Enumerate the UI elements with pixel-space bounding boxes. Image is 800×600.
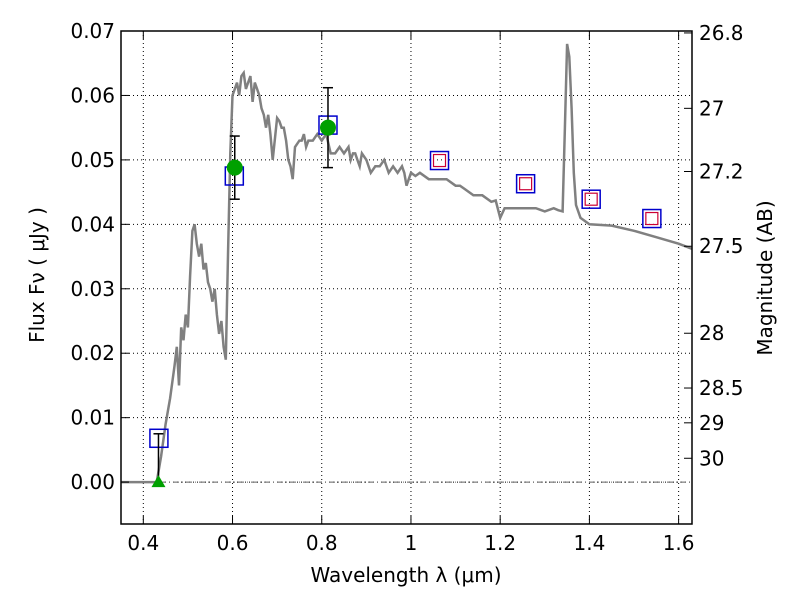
axis-ticks (121, 30, 692, 524)
x-tick-label: 1.2 (484, 531, 516, 555)
model-square (432, 153, 447, 168)
sed-model-line (121, 43, 693, 484)
y2-tick-label: 27 (699, 96, 724, 120)
model-square (519, 177, 533, 191)
photometry-square (642, 208, 662, 229)
y-tick-label: 0.03 (70, 277, 115, 301)
y2-tick-label: 27.2 (699, 159, 744, 183)
x-tick-label: 1.4 (573, 531, 605, 555)
model-square (645, 211, 659, 226)
x-tick-label: 1 (405, 531, 418, 555)
y-tick-label: 0.06 (70, 83, 115, 107)
model-square (584, 192, 598, 206)
x-tick-label: 1.6 (663, 531, 695, 555)
y-tick-label: 0.04 (70, 212, 115, 236)
photometry-square (581, 189, 601, 209)
x-axis-label: Wavelength λ (μm) (310, 563, 501, 587)
y-tick-label: 0.02 (70, 341, 115, 365)
x-tick-label: 0.6 (217, 531, 249, 555)
upper-limit-marker (151, 475, 166, 488)
y2-tick-label: 29 (699, 411, 724, 435)
y2-tick-label: 28 (699, 321, 724, 345)
photometry-square (515, 173, 536, 194)
y-tick-label: 0.07 (70, 19, 115, 43)
y-tick-label: 0.01 (70, 406, 115, 430)
y2-tick-label: 28.5 (699, 376, 744, 400)
y-axis-label: Flux Fν ( μJy ) (25, 207, 49, 343)
x-tick-labels: 0.4 0.6 0.8 1 1.2 1.4 1.6 (127, 531, 694, 555)
y-tick-label: 0.00 (70, 470, 115, 494)
y2-axis-label: Magnitude (AB) (753, 200, 777, 355)
y2-tick-labels: 26.8 27 27.2 27.5 28 28.5 29 30 (699, 21, 744, 470)
x-tick-label: 0.4 (127, 531, 159, 555)
x-tick-label: 0.8 (306, 531, 338, 555)
y-tick-label: 0.05 (70, 148, 115, 172)
flux-point (319, 119, 336, 136)
y-tick-labels: 0.00 0.01 0.02 0.03 0.04 0.05 0.06 0.07 (70, 19, 115, 494)
flux-point (226, 159, 243, 176)
flux-markers (151, 86, 336, 488)
plot-frame (120, 30, 693, 525)
y2-tick-label: 27.5 (699, 234, 744, 258)
y2-tick-label: 30 (699, 446, 724, 470)
photometry-square (429, 150, 450, 171)
y2-tick-label: 26.8 (699, 21, 744, 45)
